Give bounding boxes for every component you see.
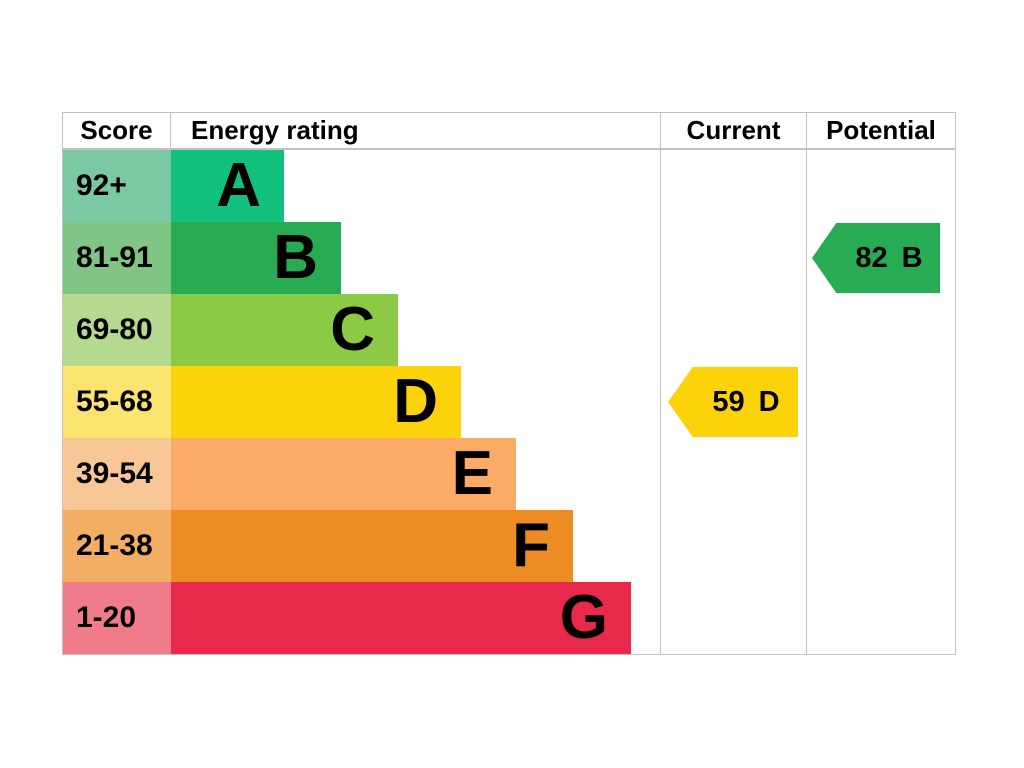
energy-bands: 92+ A 81-91 B 69-80 C 55-68 D 39-54 xyxy=(63,150,660,654)
current-rating-arrow: 59 D xyxy=(668,367,798,437)
band-letter: D xyxy=(393,367,438,436)
potential-score-value: 82 xyxy=(855,241,888,274)
potential-rating-arrow: 82 B xyxy=(812,223,940,293)
energy-rating-bar: B xyxy=(171,222,341,294)
band-letter: E xyxy=(451,439,493,508)
band-row: 39-54 E xyxy=(63,438,660,510)
current-rating-letter: D xyxy=(758,385,780,418)
epc-body: 92+ A 81-91 B 69-80 C 55-68 D 39-54 xyxy=(63,150,955,654)
band-row: 21-38 F xyxy=(63,510,660,582)
band-score-label: 55-68 xyxy=(76,385,153,418)
band-score-label: 81-91 xyxy=(76,241,153,274)
energy-rating-bar: D xyxy=(171,366,461,438)
epc-header-row: Score Energy rating Current Potential xyxy=(63,113,955,150)
potential-rating-letter: B xyxy=(901,241,923,274)
energy-rating-bar: E xyxy=(171,438,516,510)
band-score-cell: 21-38 xyxy=(63,510,171,582)
band-row: 55-68 D xyxy=(63,366,660,438)
epc-rating-chart: Score Energy rating Current Potential 92… xyxy=(62,112,956,655)
current-score-value: 59 xyxy=(712,385,745,418)
band-score-label: 92+ xyxy=(76,169,127,202)
energy-rating-bar: C xyxy=(171,294,398,366)
band-score-cell: 1-20 xyxy=(63,582,171,654)
band-score-cell: 81-91 xyxy=(63,222,171,294)
band-score-label: 69-80 xyxy=(76,313,153,346)
band-row: 92+ A xyxy=(63,150,660,222)
band-score-label: 1-20 xyxy=(76,601,137,634)
energy-rating-bar: G xyxy=(171,582,631,654)
energy-rating-bar: F xyxy=(171,510,573,582)
header-energy-rating: Energy rating xyxy=(191,115,359,145)
band-letter: G xyxy=(559,583,608,652)
band-letter: F xyxy=(512,511,550,580)
potential-column: 82 B xyxy=(806,150,955,654)
band-letter: C xyxy=(330,295,375,364)
band-row: 81-91 B xyxy=(63,222,660,294)
band-row: 1-20 G xyxy=(63,582,660,654)
energy-rating-bar: A xyxy=(171,150,284,222)
header-potential: Potential xyxy=(806,113,955,148)
band-score-label: 39-54 xyxy=(76,457,153,490)
current-column: 59 D xyxy=(660,150,806,654)
band-score-cell: 39-54 xyxy=(63,438,171,510)
band-score-cell: 92+ xyxy=(63,150,171,222)
band-score-cell: 69-80 xyxy=(63,294,171,366)
band-score-cell: 55-68 xyxy=(63,366,171,438)
band-row: 69-80 C xyxy=(63,294,660,366)
band-letter: B xyxy=(273,223,318,292)
band-score-label: 21-38 xyxy=(76,529,153,562)
header-current: Current xyxy=(660,113,806,148)
header-score: Score xyxy=(63,113,171,148)
band-letter: A xyxy=(216,151,261,220)
